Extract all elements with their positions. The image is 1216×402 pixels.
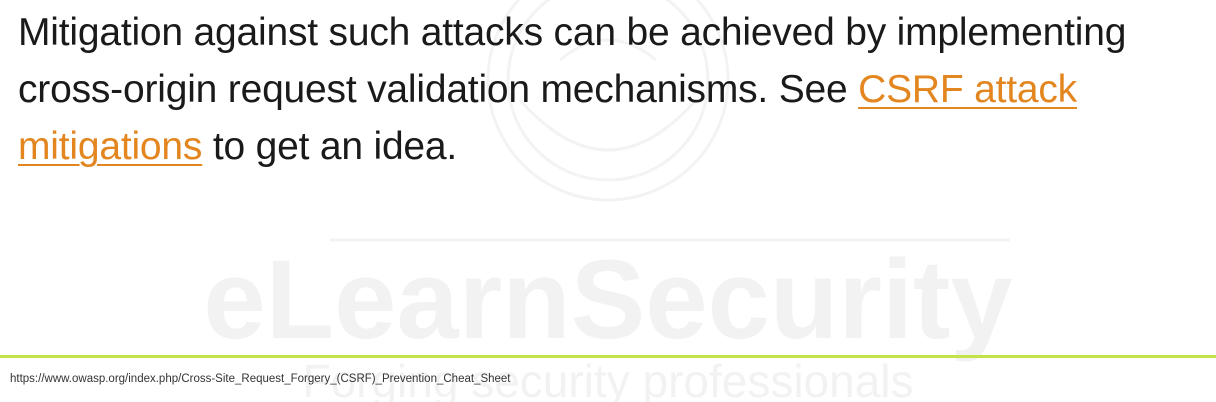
body-paragraph: Mitigation against such attacks can be a… xyxy=(18,4,1208,175)
footer-reference-url: https://www.owasp.org/index.php/Cross-Si… xyxy=(10,373,511,385)
watermark-brand: eLearnSecurity xyxy=(203,237,1012,362)
csrf-mitigations-link[interactable]: CSRF attack mitigations xyxy=(18,68,1077,168)
body-text-after-link: to get an idea. xyxy=(202,125,458,168)
body-text-before-link: Mitigation against such attacks can be a… xyxy=(18,11,1127,111)
footer-divider xyxy=(0,355,1216,358)
